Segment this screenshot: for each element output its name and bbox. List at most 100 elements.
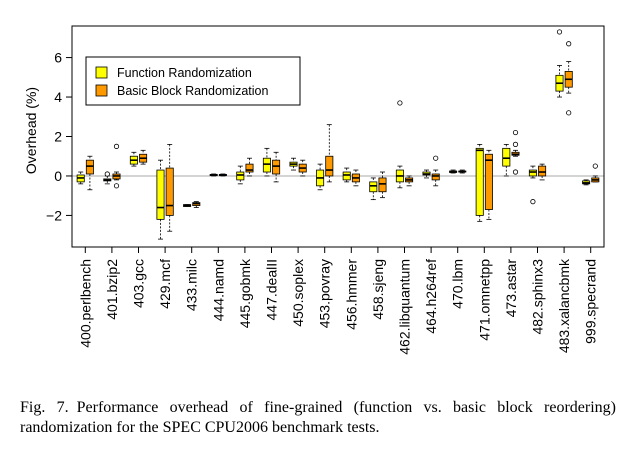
box-basic-block-482.sphinx3 (538, 163, 547, 181)
box-function-999.specrand (582, 179, 591, 186)
x-tick-label: 433.milc (184, 259, 200, 311)
legend-frame (85, 56, 301, 106)
x-tick-label: 429.mcf (157, 259, 173, 309)
box-iqr (502, 147, 511, 167)
x-tick-label: 445.gobmk (237, 258, 253, 328)
box-function-445.gobmk (236, 165, 245, 185)
box-basic-block-453.povray (325, 124, 334, 183)
outlier-point (512, 129, 519, 136)
box-basic-block-471.omnetpp (484, 149, 493, 220)
caption-text: Performance overhead of fine-grained (fu… (20, 399, 616, 436)
box-basic-block-433.milc (192, 201, 201, 208)
outlier-point (433, 155, 439, 161)
x-tick-label: 473.astar (503, 259, 519, 318)
legend: Function Randomization Basic Block Random… (85, 56, 301, 106)
figure-caption: Fig. 7. Performance overhead of fine-grai… (20, 398, 616, 438)
outlier-point (592, 163, 598, 169)
box-function-482.sphinx3 (528, 165, 537, 205)
box-basic-block-483.xalancbmk (564, 41, 573, 116)
box-basic-block-464.h264ref (431, 155, 440, 187)
x-tick-label: 401.bzip2 (104, 259, 120, 320)
x-tick-label: 456.hmmer (343, 259, 359, 330)
box-iqr (85, 159, 94, 175)
y-tick-label: 2 (54, 129, 62, 145)
box-iqr (484, 153, 493, 210)
y-axis-label: Overhead (%) (23, 87, 39, 174)
box-iqr (325, 155, 334, 177)
caption-label: Fig. 7. (20, 399, 69, 416)
box-basic-block-445.gobmk (245, 157, 254, 177)
box-iqr (245, 163, 254, 173)
x-tick-label: 444.namd (210, 259, 226, 321)
box-basic-block-447.dealII (272, 151, 281, 183)
y-tick-label: −2 (46, 207, 62, 223)
y-tick-label: 4 (54, 89, 62, 105)
box-function-403.gcc (129, 151, 138, 167)
box-basic-block-456.hmmer (351, 169, 360, 187)
outlier-point (104, 171, 110, 177)
outlier-point (530, 199, 536, 205)
legend-swatch (95, 66, 108, 79)
box-iqr (236, 171, 245, 181)
x-tick-label: 400.perlbench (77, 259, 93, 348)
x-tick-label: 471.omnetpp (476, 259, 492, 341)
box-iqr (342, 171, 351, 181)
outlier-point (512, 169, 519, 175)
outlier-point (566, 41, 572, 47)
legend-label: Basic Block Randomization (117, 84, 269, 98)
box-function-471.omnetpp (475, 143, 484, 222)
box-function-462.libquantum (395, 100, 404, 189)
x-tick-label: 462.libquantum (397, 259, 413, 355)
box-basic-block-473.astar (511, 129, 520, 175)
y-tick-label: 0 (54, 168, 62, 184)
box-function-444.namd (209, 173, 218, 177)
x-tick-label: 403.gcc (131, 259, 147, 308)
box-basic-block-444.namd (218, 173, 227, 177)
x-tick-label: 470.lbm (450, 259, 466, 309)
box-iqr (272, 159, 281, 175)
box-basic-block-429.mcf (165, 143, 174, 232)
box-basic-block-470.lbm (458, 169, 467, 174)
box-iqr (475, 147, 484, 216)
y-tick-label: 6 (54, 50, 62, 66)
x-tick-label: 458.sjeng (370, 259, 386, 320)
axis-layer: −2 0 2 4 6 400.perlbench 401.bzip2 403.gcc 429.m… (46, 50, 599, 355)
box-function-470.lbm (449, 169, 458, 174)
box-iqr (165, 167, 174, 216)
legend-label: Function Randomization (117, 66, 252, 80)
box-basic-block-400.perlbench (85, 155, 94, 191)
box-function-458.sjeng (369, 177, 378, 201)
box-layer (76, 29, 600, 240)
box-function-456.hmmer (342, 167, 351, 183)
box-function-429.mcf (156, 159, 165, 240)
x-tick-label: 482.sphinx3 (530, 259, 546, 335)
outlier-point (113, 183, 120, 189)
box-function-450.soplex (289, 157, 298, 171)
x-tick-label: 999.specrand (583, 259, 599, 344)
outlier-point (566, 110, 572, 116)
x-tick-label: 464.h264ref (423, 259, 439, 334)
x-tick-label: 453.povray (317, 259, 333, 328)
box-basic-block-462.libquantum (405, 175, 414, 187)
boxplot-chart: −2 0 2 4 6 400.perlbench 401.bzip2 403.gcc 429.m… (23, 25, 605, 355)
box-basic-block-403.gcc (139, 149, 148, 165)
box-function-473.astar (502, 143, 511, 177)
outlier-point (113, 143, 120, 149)
box-function-447.dealII (262, 147, 271, 177)
box-iqr (431, 173, 440, 181)
box-iqr (528, 169, 537, 177)
x-tick-label: 483.xalancbmk (556, 258, 572, 353)
box-basic-block-458.sjeng (378, 171, 387, 199)
box-iqr (156, 169, 165, 220)
box-basic-block-999.specrand (591, 163, 600, 183)
box-function-464.h264ref (422, 169, 431, 179)
x-tick-label: 447.dealII (264, 259, 280, 321)
box-function-453.povray (316, 163, 325, 191)
box-function-400.perlbench (76, 171, 85, 185)
box-basic-block-401.bzip2 (112, 143, 121, 189)
outlier-point (556, 29, 563, 35)
box-iqr (378, 177, 387, 193)
outlier-point (512, 141, 519, 147)
legend-swatch (95, 84, 108, 97)
box-iqr (262, 157, 271, 173)
